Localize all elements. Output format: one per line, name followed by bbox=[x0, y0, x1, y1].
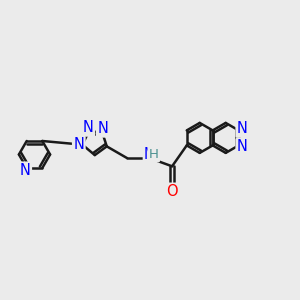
Text: N: N bbox=[83, 120, 94, 135]
Text: H: H bbox=[149, 148, 159, 161]
Text: N: N bbox=[74, 137, 84, 152]
Text: N: N bbox=[237, 140, 248, 154]
Text: N: N bbox=[144, 147, 155, 162]
Text: N: N bbox=[237, 122, 248, 136]
Text: N: N bbox=[20, 163, 31, 178]
Text: O: O bbox=[166, 184, 178, 199]
Text: N: N bbox=[98, 121, 108, 136]
